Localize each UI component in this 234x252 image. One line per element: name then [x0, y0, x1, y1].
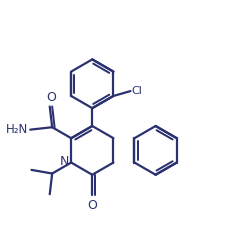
Text: N: N — [60, 155, 69, 168]
Text: O: O — [87, 199, 97, 212]
Text: H₂N: H₂N — [6, 123, 28, 136]
Text: O: O — [46, 91, 56, 104]
Text: Cl: Cl — [132, 86, 143, 96]
